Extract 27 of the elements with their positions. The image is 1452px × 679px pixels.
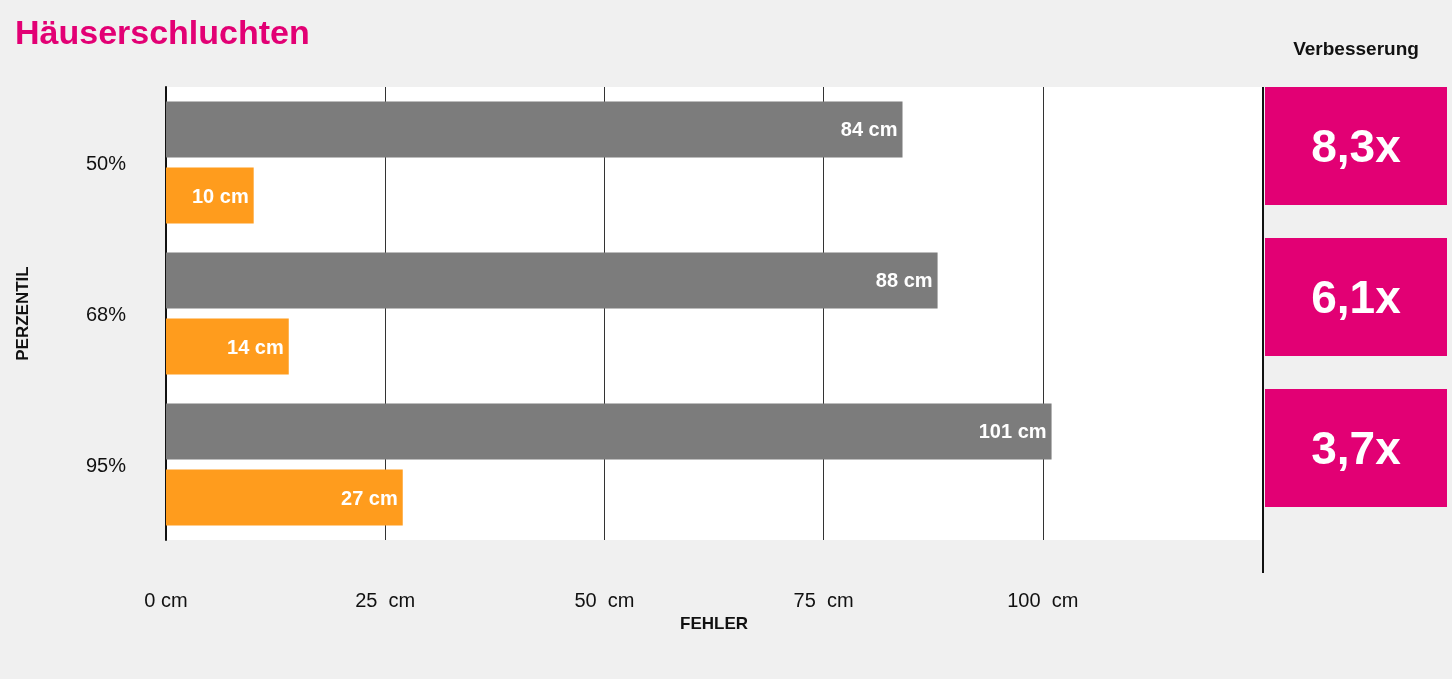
x-tick-label: 75 cm: [793, 589, 854, 611]
y-axis-title: PERZENTIL: [13, 266, 32, 361]
data-label: 88 cm: [875, 269, 933, 292]
x-tick-label: 100 cm: [1007, 589, 1079, 611]
x-tick-label: 25 cm: [355, 589, 416, 611]
text: Verbesserung: [1293, 37, 1419, 59]
y-tick-label: 50%: [85, 151, 127, 174]
x-tick-label: 0 cm: [144, 589, 188, 611]
bar: [166, 469, 403, 526]
text: 8,3x: [1311, 120, 1402, 172]
y-tick-label: 68%: [85, 302, 127, 325]
data-label: 27 cm: [341, 486, 398, 509]
data-label: 10 cm: [191, 184, 249, 207]
bar: [166, 101, 903, 158]
data-label: 101 cm: [978, 420, 1047, 443]
bar: [166, 403, 1052, 460]
chart-title: Häuserschluchten: [15, 13, 310, 51]
text: 6,1x: [1311, 271, 1402, 323]
data-label: 84 cm: [840, 118, 898, 141]
bar: [166, 167, 254, 224]
x-axis-title: FEHLER: [680, 614, 748, 633]
bar: [166, 252, 938, 309]
data-label: 14 cm: [227, 335, 284, 358]
x-tick-label: 50 cm: [574, 589, 635, 611]
bar: [166, 318, 289, 375]
y-tick-label: 95%: [85, 453, 127, 476]
text: 3,7x: [1311, 422, 1402, 474]
